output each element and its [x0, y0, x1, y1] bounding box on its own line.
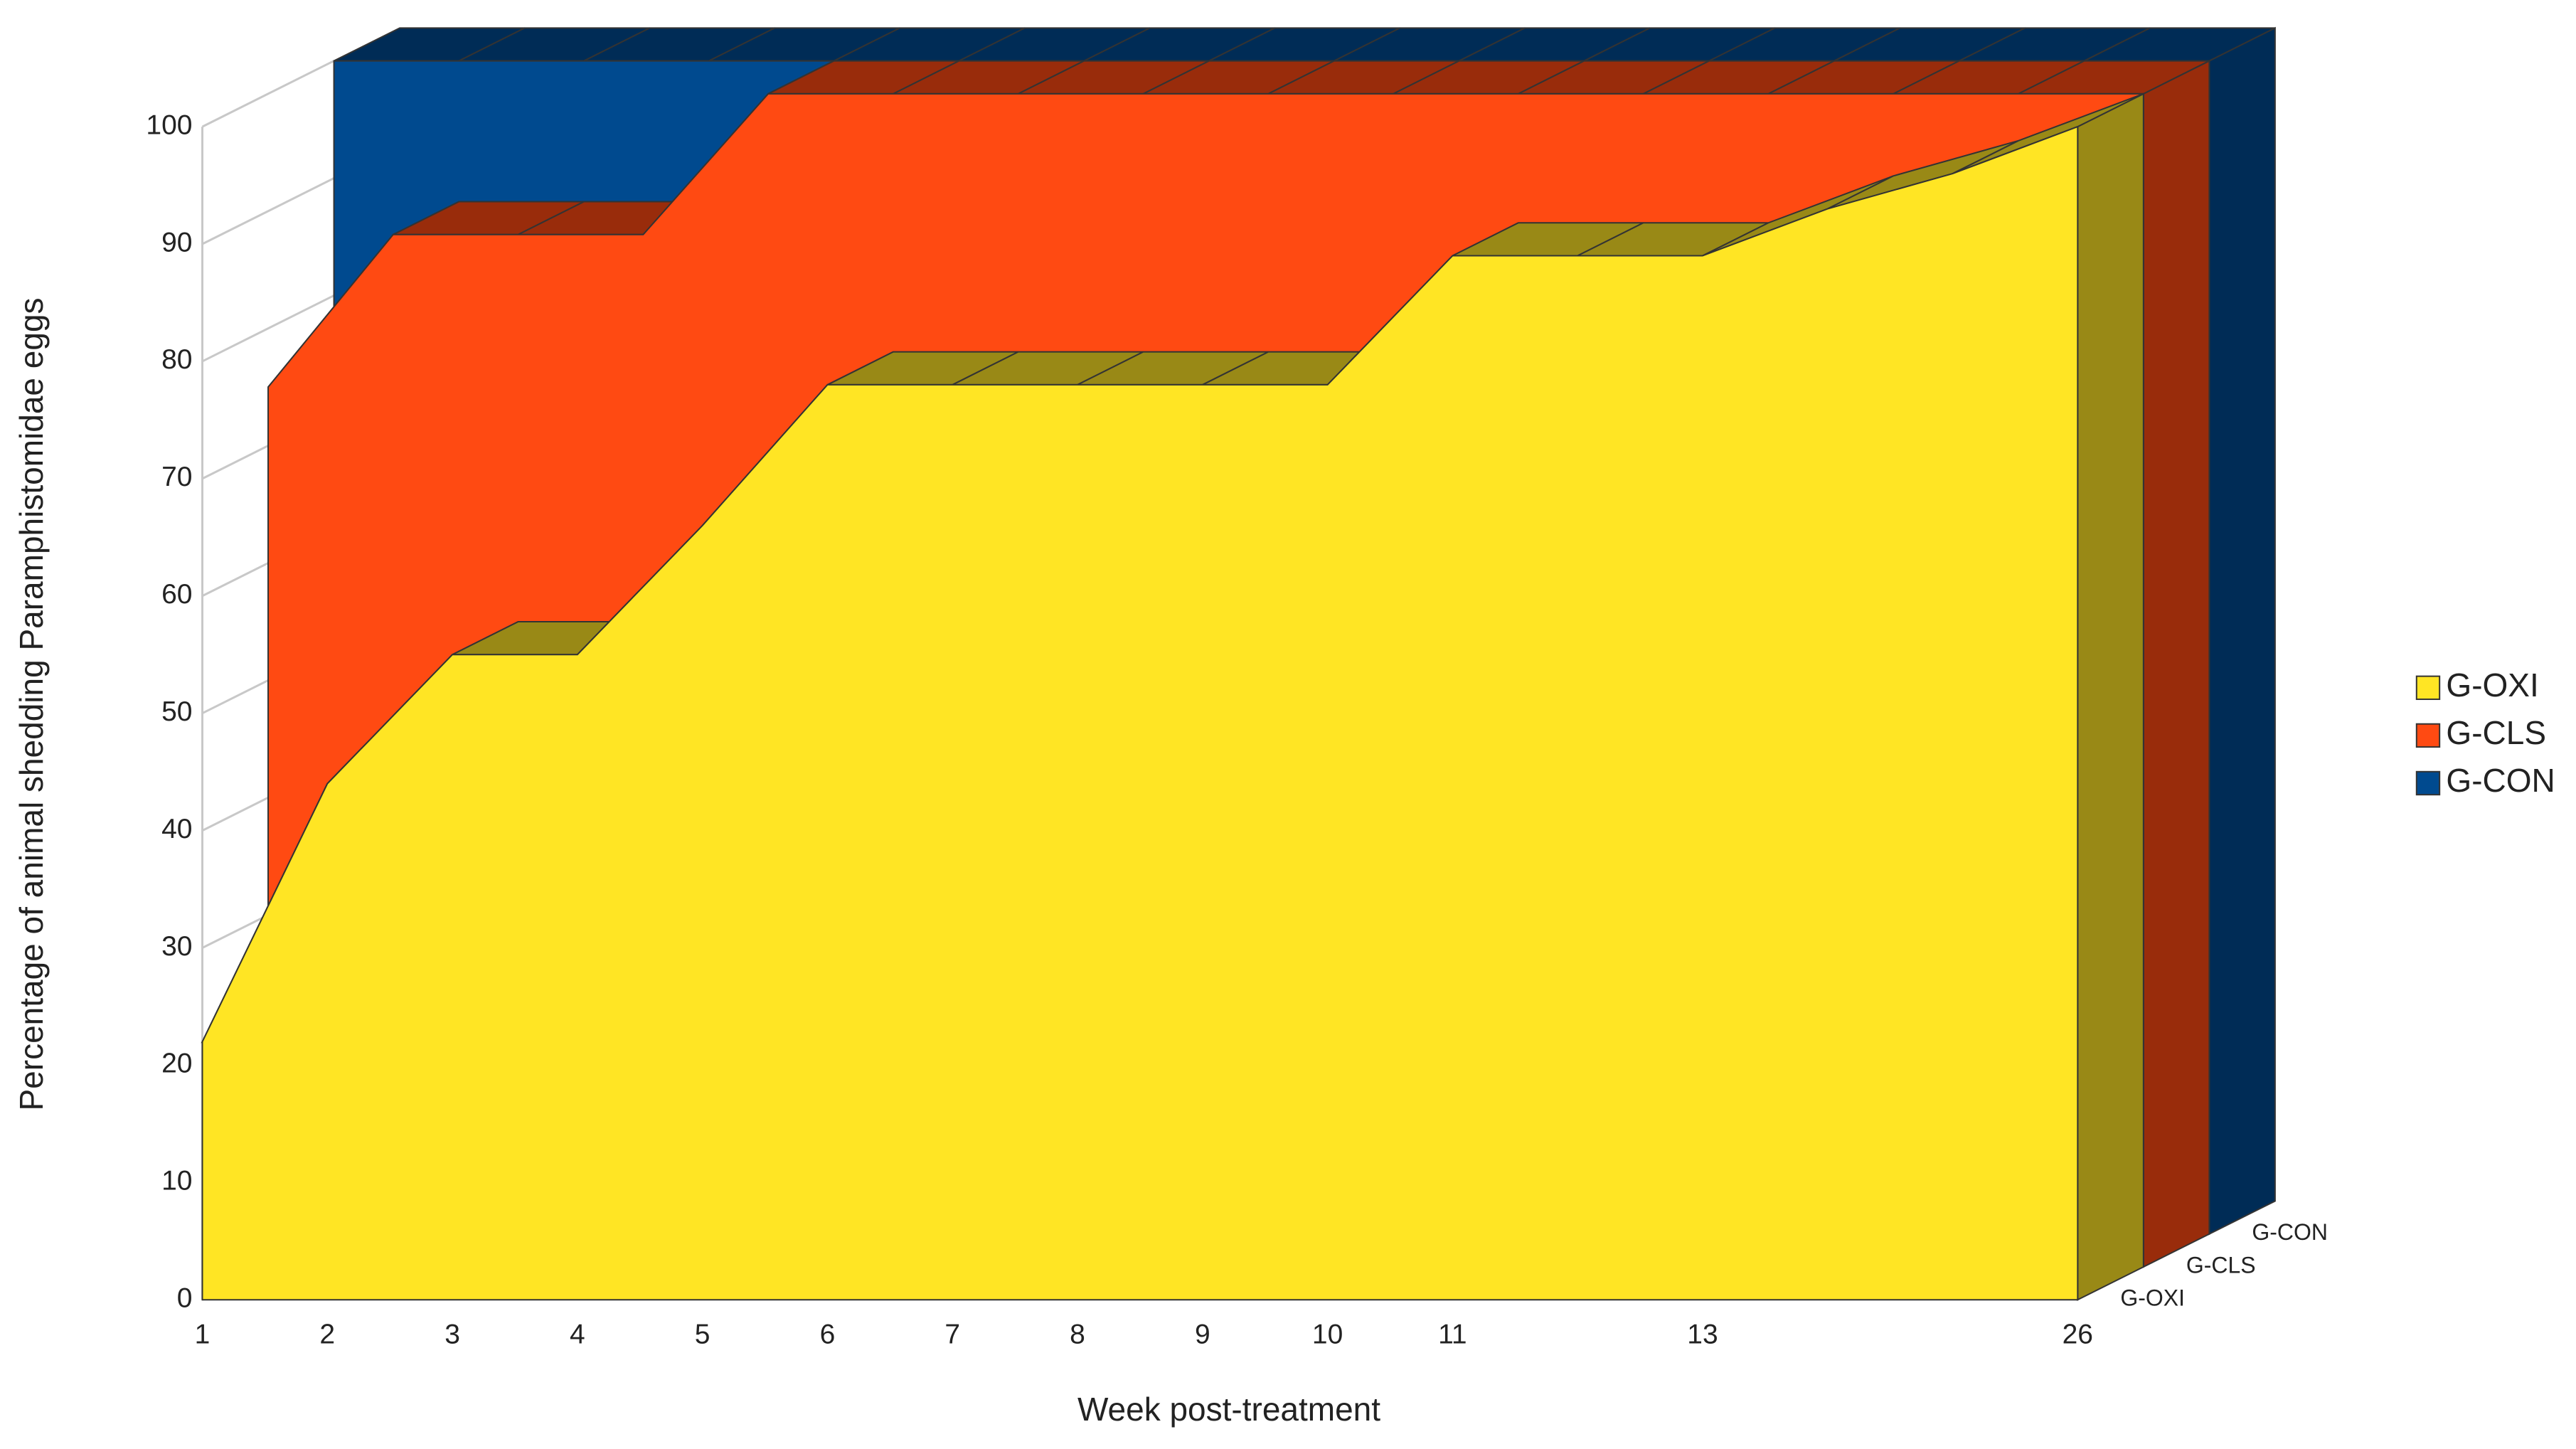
legend-label: G-CON — [2446, 762, 2555, 799]
x-tick-label: 5 — [695, 1319, 710, 1349]
y-tick-label: 50 — [161, 696, 192, 727]
depth-label: G-CLS — [2186, 1252, 2256, 1278]
x-tick-label: 7 — [944, 1319, 960, 1349]
side-face — [2208, 26, 2276, 1236]
side-face — [2142, 59, 2210, 1268]
x-tick-label: 13 — [1687, 1319, 1718, 1349]
y-tick-label: 20 — [161, 1049, 192, 1079]
legend-swatch — [2415, 675, 2441, 701]
legend-swatch — [2415, 723, 2441, 748]
area — [201, 125, 2079, 1301]
x-tick-label: 1 — [195, 1319, 211, 1349]
y-tick-label: 10 — [161, 1166, 192, 1196]
depth-label: G-CON — [2252, 1219, 2328, 1245]
y-tick-label: 70 — [161, 462, 192, 492]
y-tick-label: 80 — [161, 344, 192, 375]
x-tick-label: 8 — [1070, 1319, 1085, 1349]
legend-label: G-OXI — [2446, 667, 2538, 704]
grid-line — [201, 177, 335, 245]
x-axis-title: Week post-treatment — [1077, 1391, 1380, 1428]
y-tick-label: 0 — [177, 1283, 193, 1314]
x-tick-label: 10 — [1312, 1319, 1343, 1349]
x-tick-label: 11 — [1438, 1319, 1467, 1349]
x-tick-label: 6 — [820, 1319, 836, 1349]
grid-line — [201, 60, 335, 128]
grid-line — [201, 294, 335, 363]
legend-swatch — [2415, 770, 2441, 796]
x-tick-label: 9 — [1195, 1319, 1210, 1349]
side-face — [2077, 92, 2144, 1301]
y-tick-label: 30 — [161, 931, 192, 962]
y-tick-label: 40 — [161, 814, 192, 844]
y-axis-title: Percentage of animal shedding Paramphist… — [13, 297, 50, 1110]
x-tick-label: 26 — [2063, 1319, 2093, 1349]
legend-label: G-CLS — [2446, 714, 2546, 751]
y-tick-label: 60 — [161, 579, 192, 610]
x-tick-label: 3 — [445, 1319, 460, 1349]
x-tick-label: 4 — [570, 1319, 585, 1349]
x-tick-label: 2 — [319, 1319, 335, 1349]
y-tick-label: 90 — [161, 227, 192, 258]
depth-label: G-OXI — [2120, 1285, 2185, 1311]
y-tick-label: 100 — [146, 110, 192, 140]
